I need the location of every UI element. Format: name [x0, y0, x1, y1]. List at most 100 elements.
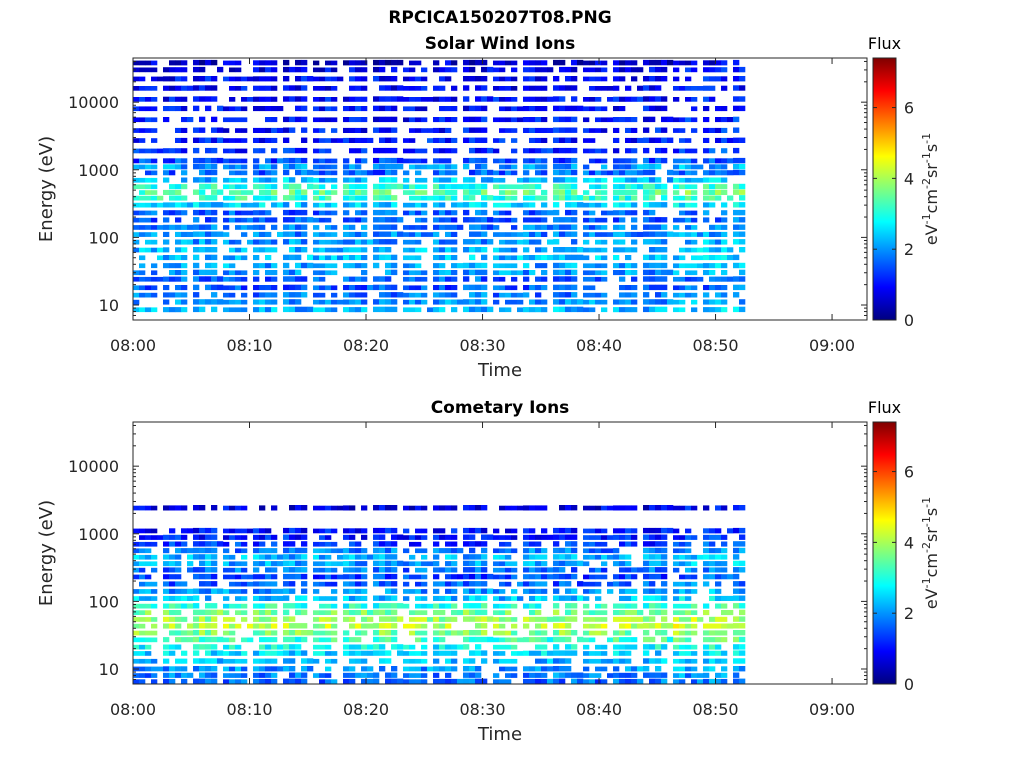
spectrogram-cell: [211, 505, 218, 511]
spectrogram-cell: [619, 96, 626, 102]
spectrogram-cell: [289, 567, 296, 573]
spectrogram-cell: [565, 137, 572, 143]
spectrogram-cell: [637, 678, 644, 684]
spectrogram-cell: [571, 567, 578, 573]
spectrogram-cell: [403, 589, 410, 594]
spectrogram-cell: [481, 66, 488, 73]
spectrogram-cell: [331, 164, 338, 170]
spectrogram-cell: [673, 603, 680, 609]
spectrogram-cell: [421, 225, 428, 230]
spectrogram-cell: [445, 60, 452, 66]
spectrogram-cell: [361, 595, 368, 601]
spectrogram-cell: [211, 678, 218, 684]
spectrogram-cell: [451, 217, 458, 223]
spectrogram-cell: [487, 224, 494, 230]
spectrogram-cell: [391, 157, 398, 164]
spectrogram-cell: [193, 96, 200, 102]
spectrogram-cell: [487, 147, 494, 154]
spectrogram-cell: [541, 210, 548, 216]
spectrogram-cell: [445, 184, 452, 190]
spectrogram-cell: [583, 67, 590, 73]
spectrogram-cell: [553, 623, 560, 629]
spectrogram-cell: [457, 644, 464, 650]
spectrogram-cell: [481, 157, 488, 164]
spectrogram-cell: [595, 270, 602, 276]
spectrogram-cell: [283, 239, 290, 245]
spectrogram-cell: [511, 60, 518, 66]
spectrogram-cell: [151, 567, 158, 573]
spectrogram-cell: [313, 292, 320, 298]
spectrogram-cell: [229, 651, 236, 656]
spectrogram-cell: [235, 603, 242, 609]
spectrogram-cell: [193, 567, 200, 573]
spectrogram-cell: [277, 127, 284, 133]
spectrogram-cell: [151, 239, 158, 245]
spectrogram-cell: [661, 217, 668, 223]
spectrogram-cell: [595, 658, 602, 664]
spectrogram-cell: [445, 581, 452, 587]
spectrogram-cell: [295, 105, 302, 112]
colorbar-title: Flux: [868, 34, 901, 53]
spectrogram-cell: [415, 658, 422, 664]
spectrogram-cell: [655, 666, 662, 672]
spectrogram-cell: [529, 666, 536, 672]
spectrogram-cell: [379, 96, 386, 102]
spectrogram-cell: [271, 299, 278, 305]
spectrogram-cell: [325, 617, 332, 622]
spectrogram-cell: [289, 299, 296, 305]
spectrogram-cell: [253, 195, 260, 201]
spectrogram-cell: [475, 262, 482, 269]
spectrogram-cell: [589, 263, 596, 269]
spectrogram-cell: [463, 534, 470, 540]
spectrogram-cell: [559, 231, 566, 237]
spectrogram-cell: [211, 247, 218, 253]
spectrogram-cell: [631, 224, 638, 230]
spectrogram-cell: [187, 672, 194, 678]
spectrogram-cell: [259, 263, 266, 269]
spectrogram-cell: [181, 588, 188, 594]
spectrogram-cell: [253, 60, 260, 66]
spectrogram-cell: [229, 630, 236, 636]
spectrogram-cell: [565, 217, 572, 223]
spectrogram-cell: [241, 195, 248, 201]
spectrogram-cell: [529, 76, 536, 82]
spectrogram-cell: [403, 97, 410, 102]
spectrogram-cell: [271, 581, 278, 587]
spectrogram-cell: [583, 106, 590, 112]
spectrogram-cell: [463, 116, 470, 123]
spectrogram-cell: [133, 195, 140, 201]
spectrogram-cell: [619, 505, 626, 511]
spectrogram-cell: [583, 148, 590, 154]
spectrogram-cell: [331, 239, 338, 245]
spectrogram-cell: [475, 650, 482, 656]
spectrogram-cell: [409, 158, 416, 164]
spectrogram-cell: [691, 217, 698, 223]
spectrogram-cell: [379, 505, 386, 511]
x-tick-label: 08:40: [576, 700, 622, 719]
spectrogram-cell: [619, 637, 626, 643]
spectrogram-cell: [265, 581, 272, 587]
spectrogram-cell: [475, 116, 482, 123]
spectrogram-cell: [421, 190, 428, 195]
spectrogram-cell: [253, 292, 260, 298]
spectrogram-cell: [241, 184, 248, 190]
spectrogram-cell: [445, 177, 452, 183]
spectrogram-cell: [625, 637, 632, 643]
spectrogram-cell: [199, 567, 206, 573]
spectrogram-cell: [601, 666, 608, 672]
spectrogram-cell: [625, 117, 632, 123]
spectrogram-cell: [691, 679, 698, 684]
spectrogram-cell: [169, 561, 176, 567]
spectrogram-cell: [313, 270, 320, 276]
spectrogram-cell: [601, 225, 608, 230]
spectrogram-cell: [217, 66, 224, 73]
spectrogram-cell: [301, 505, 308, 511]
spectrogram-cell: [571, 157, 578, 164]
spectrogram-cell: [331, 603, 338, 609]
spectrogram-cell: [331, 86, 338, 91]
spectrogram-cell: [175, 554, 182, 560]
spectrogram-cell: [331, 247, 338, 253]
spectrogram-cell: [655, 588, 662, 594]
spectrogram-cell: [613, 650, 620, 656]
spectrogram-cell: [133, 217, 140, 223]
